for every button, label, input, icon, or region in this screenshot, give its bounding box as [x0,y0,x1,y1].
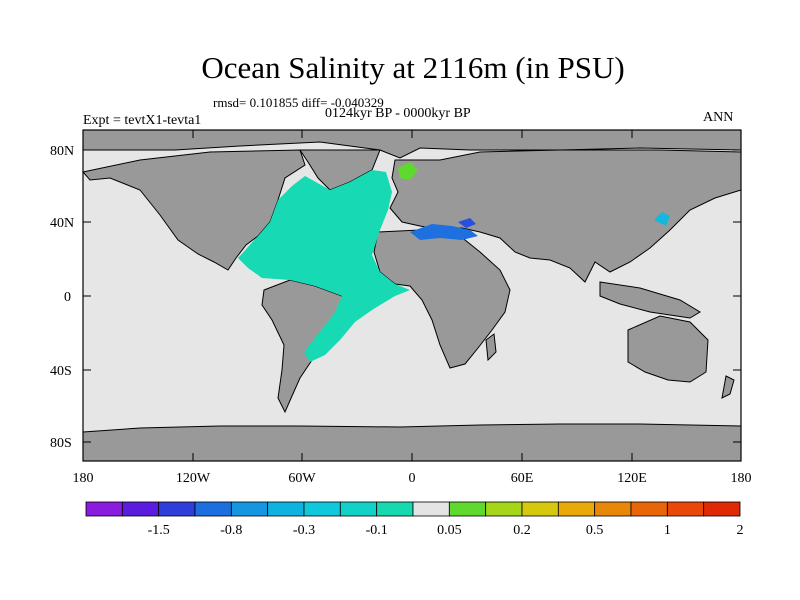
north-america [82,149,306,271]
colorbar-label: 1 [664,523,671,538]
colorbar-swatch [267,501,305,517]
lat-label-80s: 80S [50,436,72,451]
mediterranean [410,224,478,240]
north-pacific-patch [654,212,670,226]
colorbar-swatch [339,501,378,517]
colorbar-swatch [158,501,196,517]
colorbar-label: -0.8 [220,523,242,538]
black-sea [458,218,476,228]
colorbar-swatch [376,501,414,517]
new-zealand [721,375,735,399]
colorbar-swatch [303,501,341,517]
colorbar-swatch [85,501,123,517]
colorbar-swatch [448,501,487,517]
colorbar-label: 0.5 [586,523,604,538]
lon-label-60e: 60E [511,471,534,486]
colorbar-swatch [703,501,741,517]
axis-ticks [83,130,741,461]
time-period: 0124kyr BP - 0000kyr BP [325,106,471,121]
lon-label-180w: 180 [73,471,94,486]
colorbar-label: -0.3 [293,523,315,538]
colorbar-label: 0.05 [437,523,462,538]
madagascar [485,333,497,362]
land-masses [82,129,742,462]
rmsd-diff-stats: rmsd= 0.101855 diff= -0.040329 [213,95,384,110]
australia [627,315,709,383]
colorbar-swatch [412,501,450,517]
lon-label-120e: 120E [617,471,647,486]
salinity-anomalies [238,162,670,362]
colorbar-swatch [485,501,523,517]
lat-label-40n: 40N [50,216,74,231]
colorbar-label: -0.1 [366,523,388,538]
colorbar-swatch [666,501,705,517]
colorbar-labels: -1.5 -0.8 -0.3 -0.1 0.05 0.2 0.5 1 2 [148,523,744,538]
lon-label-120w: 120W [176,471,211,486]
colorbar-swatch [630,501,668,517]
colorbar-swatch [121,501,160,517]
colorbar-label: 0.2 [513,523,531,538]
colorbar-swatch [521,501,559,517]
norwegian-sea [398,162,418,180]
experiment-label: Expt = tevtX1-tevta1 [83,113,202,128]
lon-label-0: 0 [409,471,416,486]
colorbar-label: 2 [737,523,744,538]
maritime-se-asia [599,281,701,319]
lon-label-60w: 60W [288,471,316,486]
colorbar-label: -1.5 [148,523,170,538]
colorbar-swatch [557,501,596,517]
colorbar-swatch [230,501,269,517]
colorbar [85,501,741,517]
map-title: Ocean Salinity at 2116m (in PSU) [201,50,625,85]
colorbar-swatch [194,501,232,517]
lat-label-0: 0 [64,290,71,305]
atlantic-anomaly [238,170,410,362]
season-label: ANN [703,110,734,125]
eurasia [389,149,742,283]
colorbar-swatch [594,501,632,517]
lat-label-80n: 80N [50,144,74,159]
lat-label-40s: 40S [50,364,72,379]
lon-label-180e: 180 [731,471,752,486]
